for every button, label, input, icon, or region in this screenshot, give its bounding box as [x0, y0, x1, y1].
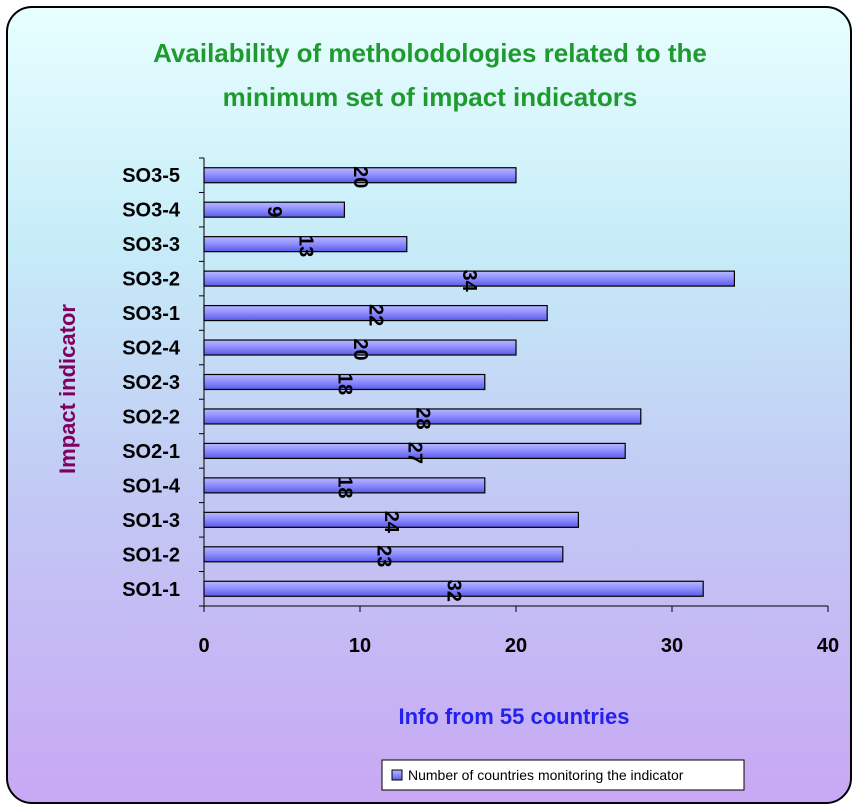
category-label: SO1-4 [122, 475, 181, 497]
category-label: SO3-5 [122, 165, 180, 187]
y-axis-label: Impact indicator [55, 304, 80, 474]
category-label: SO2-2 [122, 406, 180, 428]
category-label: SO2-4 [122, 338, 181, 360]
chart-title-line-1: Availability of metholodologies related … [153, 38, 707, 68]
category-label: SO2-1 [122, 441, 180, 463]
category-label: SO3-1 [122, 303, 180, 325]
legend-box [381, 759, 745, 791]
category-label: SO3-2 [122, 269, 180, 291]
bar [203, 201, 345, 218]
data-label: 32 [443, 580, 465, 602]
bar [203, 167, 517, 184]
bar [203, 304, 548, 322]
data-label: 27 [404, 442, 426, 464]
x-tick-label: 20 [505, 635, 527, 657]
data-label: 24 [380, 511, 402, 534]
category-label: SO3-4 [122, 200, 181, 222]
category-label: SO3-3 [122, 234, 180, 256]
plot-area: 0 10 20 30 40 SO1-1 32 SO1-2 23 SO1-3 24 SO1-4 18 SO2… [122, 157, 839, 657]
category-label: SO1-1 [122, 579, 180, 601]
bar [203, 442, 626, 460]
bar [203, 546, 564, 563]
bar [203, 580, 704, 597]
data-label: 28 [411, 407, 433, 429]
x-axis-label: Info from 55 countries [398, 704, 629, 729]
data-label: 34 [458, 269, 480, 292]
x-tick-label: 40 [817, 635, 839, 657]
bar [203, 339, 517, 356]
data-label: 18 [333, 476, 355, 498]
x-tick-label: 30 [661, 635, 683, 657]
bar [203, 511, 579, 528]
chart-frame: Availability of metholodologies related … [6, 6, 852, 804]
bar [203, 477, 486, 494]
data-label: 23 [372, 545, 394, 567]
category-label: SO1-3 [122, 510, 180, 532]
bar [203, 408, 642, 425]
bar [203, 373, 486, 391]
x-tick-label: 0 [198, 635, 209, 657]
chart-title-line-2: minimum set of impact indicators [223, 82, 638, 112]
legend-label: Number of countries monitoring the indic… [408, 767, 684, 783]
data-label: 20 [349, 338, 371, 360]
category-label: SO1-2 [122, 544, 180, 566]
bar [203, 270, 736, 287]
data-label: 18 [333, 373, 355, 395]
bar [203, 236, 408, 253]
data-label: 9 [263, 206, 285, 217]
data-label: 13 [294, 235, 316, 257]
data-label: 22 [365, 304, 387, 326]
legend-swatch [391, 769, 403, 781]
category-label: SO2-3 [122, 372, 180, 394]
data-label: 20 [349, 166, 371, 188]
legend: Number of countries monitoring the indic… [381, 759, 745, 791]
chart: Availability of metholodologies related … [55, 38, 839, 791]
x-tick-label: 10 [349, 635, 371, 657]
